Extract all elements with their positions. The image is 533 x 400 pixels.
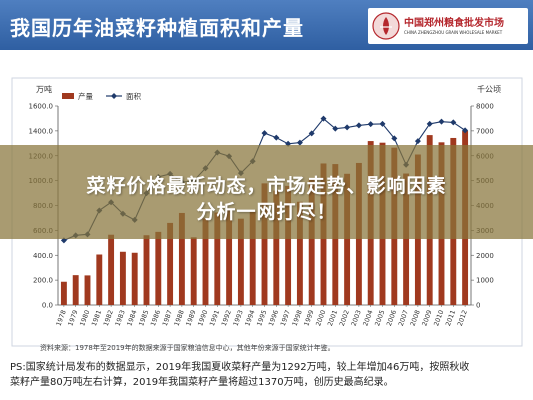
- bar: [96, 254, 103, 305]
- bar: [108, 234, 115, 305]
- area-point: [332, 125, 339, 132]
- y-right-tick-label: 0: [476, 302, 480, 310]
- bar: [143, 235, 150, 305]
- bar: [155, 231, 162, 305]
- area-point: [379, 120, 386, 127]
- bar: [237, 218, 244, 305]
- bar: [84, 275, 91, 305]
- logo-emblem-icon: [372, 12, 400, 40]
- bar: [273, 190, 280, 305]
- bar: [178, 212, 185, 305]
- bar: [131, 252, 138, 305]
- bar: [202, 218, 209, 305]
- y-right-tick-label: 1000: [476, 277, 494, 285]
- area-point: [355, 122, 362, 129]
- area-point: [391, 135, 398, 142]
- y-left-tick-label: 400.0: [33, 252, 53, 260]
- bar: [60, 281, 67, 305]
- bar: [344, 173, 351, 305]
- area-point: [261, 130, 268, 137]
- chart-source: 资料来源：1978年至2019年的数据来源于国家粮油信息中心，其他年份来源于国家…: [40, 344, 335, 352]
- area-point: [450, 119, 457, 126]
- logo-name-en: CHINA ZHENGZHOU GRAIN WHOLESALE MARKET: [404, 30, 503, 35]
- bar: [190, 237, 197, 305]
- logo: 中国郑州粮食批发市场 CHINA ZHENGZHOU GRAIN WHOLESA…: [368, 8, 528, 44]
- bar: [261, 183, 268, 305]
- y-left-tick-label: 1400.0: [29, 127, 54, 135]
- bar: [119, 251, 126, 305]
- y-right-tick-label: 8000: [476, 103, 494, 111]
- area-point: [296, 139, 303, 146]
- y-right-tick-label: 7000: [476, 127, 494, 135]
- footnote: PS:国家统计局发布的数据显示，2019年我国夏收菜籽产量为1292万吨，较上年…: [10, 360, 510, 390]
- bar: [403, 173, 410, 305]
- bar: [308, 179, 315, 305]
- page-title: 我国历年油菜籽种植面积和产量: [10, 16, 304, 40]
- promo-banner: 菜籽价格最新动态，市场走势、影响因素 分析一网打尽！: [0, 145, 533, 239]
- banner-headline: 菜籽价格最新动态，市场走势、影响因素: [86, 175, 447, 197]
- bar: [72, 275, 79, 305]
- area-point: [344, 124, 351, 131]
- bar: [214, 212, 221, 305]
- legend-label-line: 面积: [126, 91, 141, 101]
- area-point: [308, 130, 315, 137]
- header-bar: 我国历年油菜籽种植面积和产量 中国郑州粮食批发市场 CHINA ZHENGZHO…: [0, 0, 533, 50]
- area-point: [273, 134, 280, 141]
- area-point: [414, 138, 421, 145]
- bar: [296, 201, 303, 305]
- logo-name-cn: 中国郑州粮食批发市场: [404, 18, 504, 29]
- area-point: [426, 120, 433, 127]
- bar: [226, 209, 233, 305]
- y-axis-right-unit: 千公顷: [477, 84, 501, 94]
- y-left-tick-label: 200.0: [33, 277, 53, 285]
- bar: [249, 211, 256, 305]
- legend-label-bar: 产量: [78, 91, 93, 101]
- banner-subheadline: 分析一网打尽！: [196, 201, 337, 223]
- footnote-line-2: 菜籽产量80万吨左右计算，2019年我国菜籽产量将超过1370万吨，创历史最高纪…: [10, 377, 394, 388]
- area-point: [320, 115, 327, 122]
- legend-marker-line: [111, 93, 117, 99]
- footnote-line-1: PS:国家统计局发布的数据显示，2019年我国夏收菜籽产量为1292万吨，较上年…: [10, 362, 470, 373]
- legend-swatch-bar: [62, 93, 74, 99]
- bar: [285, 185, 292, 305]
- y-left-tick-label: 0.0: [42, 302, 53, 310]
- area-point: [367, 121, 374, 128]
- y-right-tick-label: 2000: [476, 252, 494, 260]
- area-point: [462, 127, 469, 134]
- y-axis-left-unit: 万吨: [36, 84, 52, 94]
- y-left-tick-label: 1600.0: [29, 103, 54, 111]
- area-point: [438, 118, 445, 125]
- bar: [167, 222, 174, 305]
